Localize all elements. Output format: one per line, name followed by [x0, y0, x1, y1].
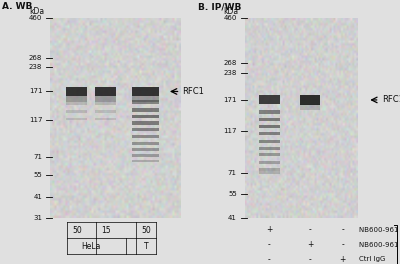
Bar — [95, 87, 116, 96]
Text: 50: 50 — [141, 226, 151, 235]
Text: 238: 238 — [29, 64, 42, 70]
Text: 238: 238 — [224, 70, 237, 76]
Text: +: + — [340, 255, 346, 264]
Text: -: - — [268, 240, 271, 249]
Text: kDa: kDa — [224, 7, 239, 16]
Bar — [132, 108, 159, 112]
Text: 268: 268 — [224, 60, 237, 66]
Text: -: - — [268, 255, 271, 264]
Text: NB600-961 - 2: NB600-961 - 2 — [359, 242, 400, 248]
Text: -: - — [342, 240, 344, 249]
Text: +: + — [266, 225, 273, 234]
Text: -: - — [342, 225, 344, 234]
Text: kDa: kDa — [29, 7, 44, 16]
Text: T: T — [144, 242, 148, 251]
Bar — [259, 132, 280, 135]
Bar — [132, 115, 159, 118]
Text: 460: 460 — [29, 15, 42, 21]
Bar — [259, 125, 280, 128]
Bar — [132, 148, 159, 151]
Text: 41: 41 — [33, 194, 42, 200]
Text: 55: 55 — [228, 191, 237, 197]
Text: Ctrl IgG: Ctrl IgG — [359, 256, 386, 262]
Text: -: - — [309, 255, 312, 264]
Bar — [300, 95, 320, 105]
Bar — [259, 118, 280, 121]
Bar — [95, 110, 116, 113]
Text: 171: 171 — [223, 97, 237, 103]
Bar — [132, 160, 159, 162]
Text: +: + — [307, 240, 314, 249]
Text: 117: 117 — [223, 128, 237, 134]
Bar — [132, 128, 159, 131]
Bar — [132, 154, 159, 157]
Text: 15: 15 — [101, 226, 110, 235]
Bar — [66, 87, 87, 96]
Text: -: - — [309, 225, 312, 234]
Bar — [95, 117, 116, 120]
Bar — [95, 96, 116, 102]
Bar — [66, 96, 87, 102]
Text: 41: 41 — [228, 215, 237, 221]
Bar — [132, 87, 159, 96]
Bar — [259, 140, 280, 143]
Bar — [66, 117, 87, 120]
Text: NB600-961 - 1: NB600-961 - 1 — [359, 227, 400, 233]
Text: 460: 460 — [224, 15, 237, 21]
Text: IP: IP — [399, 242, 400, 251]
Bar — [95, 102, 116, 105]
Text: 50: 50 — [72, 226, 82, 235]
Text: 171: 171 — [29, 88, 42, 95]
Text: HeLa: HeLa — [82, 242, 101, 251]
Text: 55: 55 — [34, 172, 42, 178]
Text: 71: 71 — [33, 154, 42, 159]
Bar — [259, 161, 280, 164]
Bar — [259, 168, 280, 171]
Bar — [259, 147, 280, 150]
Bar — [259, 95, 280, 105]
Bar — [132, 121, 159, 125]
Bar — [132, 142, 159, 145]
Bar — [259, 110, 280, 114]
Text: 71: 71 — [228, 169, 237, 176]
Bar — [132, 100, 159, 104]
Bar — [66, 110, 87, 113]
Text: RFC1: RFC1 — [382, 96, 400, 105]
Text: 117: 117 — [29, 117, 42, 122]
Text: A. WB: A. WB — [2, 2, 32, 11]
Text: B. IP/WB: B. IP/WB — [198, 2, 242, 11]
Bar — [300, 105, 320, 110]
Text: RFC1: RFC1 — [182, 87, 204, 96]
Text: 31: 31 — [33, 215, 42, 221]
Bar — [259, 171, 280, 174]
Bar — [132, 135, 159, 138]
Bar — [259, 153, 280, 156]
Bar — [66, 102, 87, 105]
Bar — [132, 96, 159, 102]
Text: 268: 268 — [29, 55, 42, 61]
